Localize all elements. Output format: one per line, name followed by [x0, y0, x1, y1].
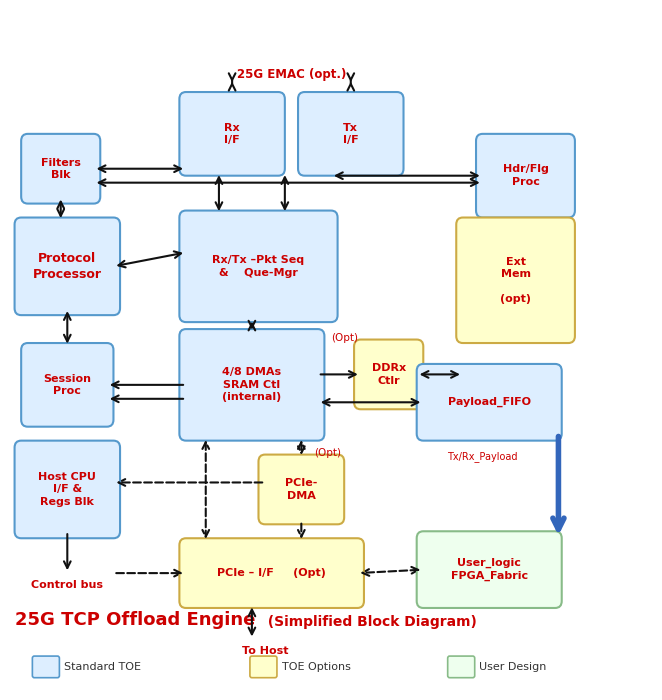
Text: Protocol
Processor: Protocol Processor: [33, 252, 102, 281]
Text: PCIe-
DMA: PCIe- DMA: [285, 478, 318, 500]
Text: Host CPU
I/F &
Regs Blk: Host CPU I/F & Regs Blk: [38, 472, 96, 507]
Text: 4/8 DMAs
SRAM Ctl
(internal): 4/8 DMAs SRAM Ctl (internal): [222, 368, 281, 402]
Text: Tx
I/F: Tx I/F: [343, 122, 359, 145]
Text: Rx
I/F: Rx I/F: [224, 122, 240, 145]
FancyBboxPatch shape: [179, 92, 285, 176]
Text: (Opt): (Opt): [314, 448, 341, 458]
FancyBboxPatch shape: [448, 656, 475, 678]
Text: PCIe – I/F     (Opt): PCIe – I/F (Opt): [217, 568, 326, 578]
FancyBboxPatch shape: [476, 134, 575, 218]
Text: Tx/Rx_Payload: Tx/Rx_Payload: [448, 451, 518, 462]
Text: Standard TOE: Standard TOE: [64, 662, 141, 672]
Text: Filters
Blk: Filters Blk: [41, 158, 81, 180]
FancyBboxPatch shape: [416, 364, 562, 440]
FancyBboxPatch shape: [179, 538, 364, 608]
Text: Ext
Mem

(opt): Ext Mem (opt): [500, 257, 531, 304]
Text: Session
Proc: Session Proc: [43, 374, 91, 396]
Text: Rx/Tx –Pkt Seq
&    Que-Mgr: Rx/Tx –Pkt Seq & Que-Mgr: [213, 255, 305, 277]
Text: DDRx
Ctlr: DDRx Ctlr: [371, 363, 406, 386]
Text: Control bus: Control bus: [31, 580, 103, 590]
FancyBboxPatch shape: [15, 440, 120, 538]
Text: User_logic
FPGA_Fabric: User_logic FPGA_Fabric: [451, 558, 528, 581]
Text: Payload_FIFO: Payload_FIFO: [448, 397, 531, 407]
FancyBboxPatch shape: [416, 531, 562, 608]
FancyBboxPatch shape: [179, 211, 338, 322]
Text: (Opt): (Opt): [331, 333, 357, 343]
Text: 25G EMAC (opt.): 25G EMAC (opt.): [237, 68, 346, 81]
FancyBboxPatch shape: [15, 218, 120, 315]
Text: Hdr/Flg
Proc: Hdr/Flg Proc: [502, 164, 548, 187]
FancyBboxPatch shape: [179, 329, 324, 440]
FancyBboxPatch shape: [32, 656, 60, 678]
Text: TOE Options: TOE Options: [281, 662, 350, 672]
Text: 25G TCP Offload Engine: 25G TCP Offload Engine: [15, 611, 255, 629]
Text: To Host: To Host: [242, 646, 289, 657]
FancyBboxPatch shape: [456, 218, 575, 343]
Text: User Design: User Design: [479, 662, 547, 672]
Text: (Simplified Block Diagram): (Simplified Block Diagram): [258, 615, 477, 629]
FancyBboxPatch shape: [21, 343, 113, 427]
FancyBboxPatch shape: [250, 656, 277, 678]
FancyBboxPatch shape: [21, 134, 100, 204]
FancyBboxPatch shape: [354, 340, 423, 410]
FancyBboxPatch shape: [298, 92, 404, 176]
FancyBboxPatch shape: [258, 454, 344, 524]
